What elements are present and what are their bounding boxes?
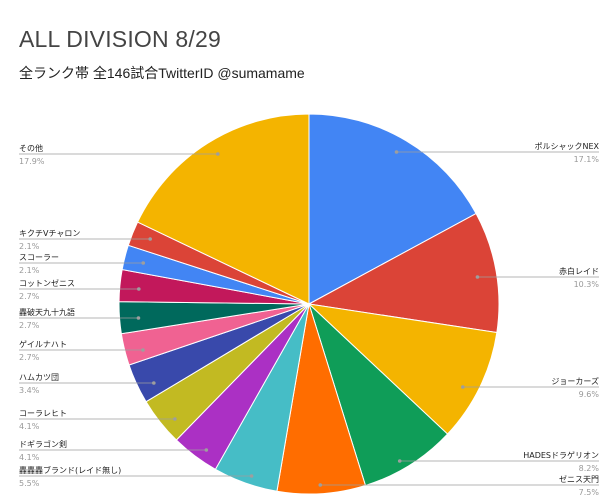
slice-percent-label: 2.7%: [19, 321, 40, 330]
label-anchor-dot: [141, 348, 145, 352]
label-anchor-dot: [249, 474, 254, 478]
pie-slice-2[interactable]: [307, 212, 500, 334]
slice-label: HADESドラゲリオン: [523, 450, 599, 460]
label-anchor-dot: [475, 275, 480, 279]
slice-percent-label: 8.2%: [579, 464, 600, 473]
label-anchor-dot: [141, 261, 146, 265]
slice-percent-label: 7.5%: [579, 488, 600, 497]
slice-label: 轟轟轟ブランド(レイド無し): [19, 465, 121, 475]
slice-percent-label: 3.4%: [19, 386, 40, 395]
slice-percent-label: 4.1%: [19, 422, 40, 431]
slice-percent-label: 4.1%: [19, 453, 40, 462]
label-anchor-dot: [173, 417, 177, 421]
slice-percent-label: 17.1%: [574, 155, 600, 164]
label-anchor-dot: [137, 287, 141, 291]
slice-percent-label: 2.1%: [19, 242, 40, 251]
label-anchor-dot: [394, 150, 399, 154]
slice-percent-label: 9.6%: [579, 390, 600, 399]
label-anchor-dot: [148, 237, 153, 241]
chart-title: ALL DIVISION 8/29: [19, 26, 221, 52]
slice-percent-label: 2.1%: [19, 266, 40, 275]
slice-label: 赤白レイド: [559, 266, 599, 276]
label-anchor-dot: [216, 152, 220, 156]
slice-label: コーラレヒト: [19, 409, 67, 418]
label-anchor-dot: [461, 385, 465, 389]
slice-label: ハムカツ団: [19, 373, 59, 382]
slice-label: ドギラゴン剣: [19, 439, 67, 449]
slice-label: 轟破天九十九語: [19, 307, 75, 317]
label-anchor-dot: [136, 316, 141, 320]
slice-percent-label: 10.3%: [574, 280, 600, 289]
pie-slice-15[interactable]: [136, 113, 310, 305]
slice-label: その他: [19, 143, 43, 153]
slice-label: スコーラー: [19, 253, 59, 262]
slice-label: ゲイルナハト: [19, 339, 67, 349]
pie-slice-1[interactable]: [308, 113, 477, 305]
slice-percent-label: 5.5%: [19, 479, 40, 488]
slice-percent-label: 2.7%: [19, 292, 40, 301]
slice-percent-label: 17.9%: [19, 157, 45, 166]
slice-percent-label: 2.7%: [19, 353, 40, 362]
slice-label: コットンゼニス: [19, 278, 75, 288]
slice-label: ジョーカーズ: [551, 376, 599, 386]
label-anchor-dot: [152, 381, 156, 385]
label-anchor-dot: [318, 483, 323, 487]
label-anchor-dot: [397, 459, 402, 463]
slice-label: ポルシャックNEX: [534, 142, 599, 151]
slice-label: ゼニス天門: [559, 474, 599, 484]
label-anchor-dot: [204, 448, 209, 452]
chart-subtitle: 全ランク帯 全146試合TwitterID @sumamame: [19, 65, 305, 81]
slice-label: キクチVチャロン: [19, 229, 80, 238]
